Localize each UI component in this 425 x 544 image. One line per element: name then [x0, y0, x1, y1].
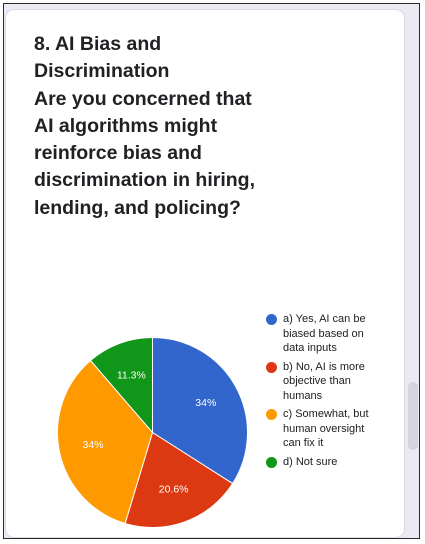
legend-swatch: [266, 314, 277, 325]
chart-legend: a) Yes, AI can be biased based on data i…: [266, 312, 378, 473]
scrollbar-track[interactable]: [407, 14, 419, 538]
legend-item-a[interactable]: a) Yes, AI can be biased based on data i…: [266, 312, 378, 356]
legend-swatch: [266, 456, 277, 468]
legend-item-c[interactable]: c) Somewhat, but human oversight can fix…: [266, 407, 378, 451]
scrollbar-thumb[interactable]: [408, 382, 418, 450]
legend-label: a) Yes, AI can be biased based on data i…: [283, 313, 366, 354]
legend-swatch: [266, 361, 277, 373]
question-body: Are you concerned that AI algorithms mig…: [34, 87, 256, 219]
question-title: 8. AI Bias and Discrimination: [34, 33, 170, 83]
legend-label: d) Not sure: [283, 455, 338, 468]
legend-item-d[interactable]: d) Not sure: [266, 455, 378, 470]
legend-label: b) No, AI is more objective than humans: [283, 360, 365, 402]
legend-item-b[interactable]: b) No, AI is more objective than humans: [266, 360, 378, 404]
legend-swatch: [266, 409, 277, 420]
legend-label: c) Somewhat, but human oversight can fix…: [283, 408, 369, 449]
question-text: 8. AI Bias and Discrimination Are you co…: [34, 31, 274, 222]
